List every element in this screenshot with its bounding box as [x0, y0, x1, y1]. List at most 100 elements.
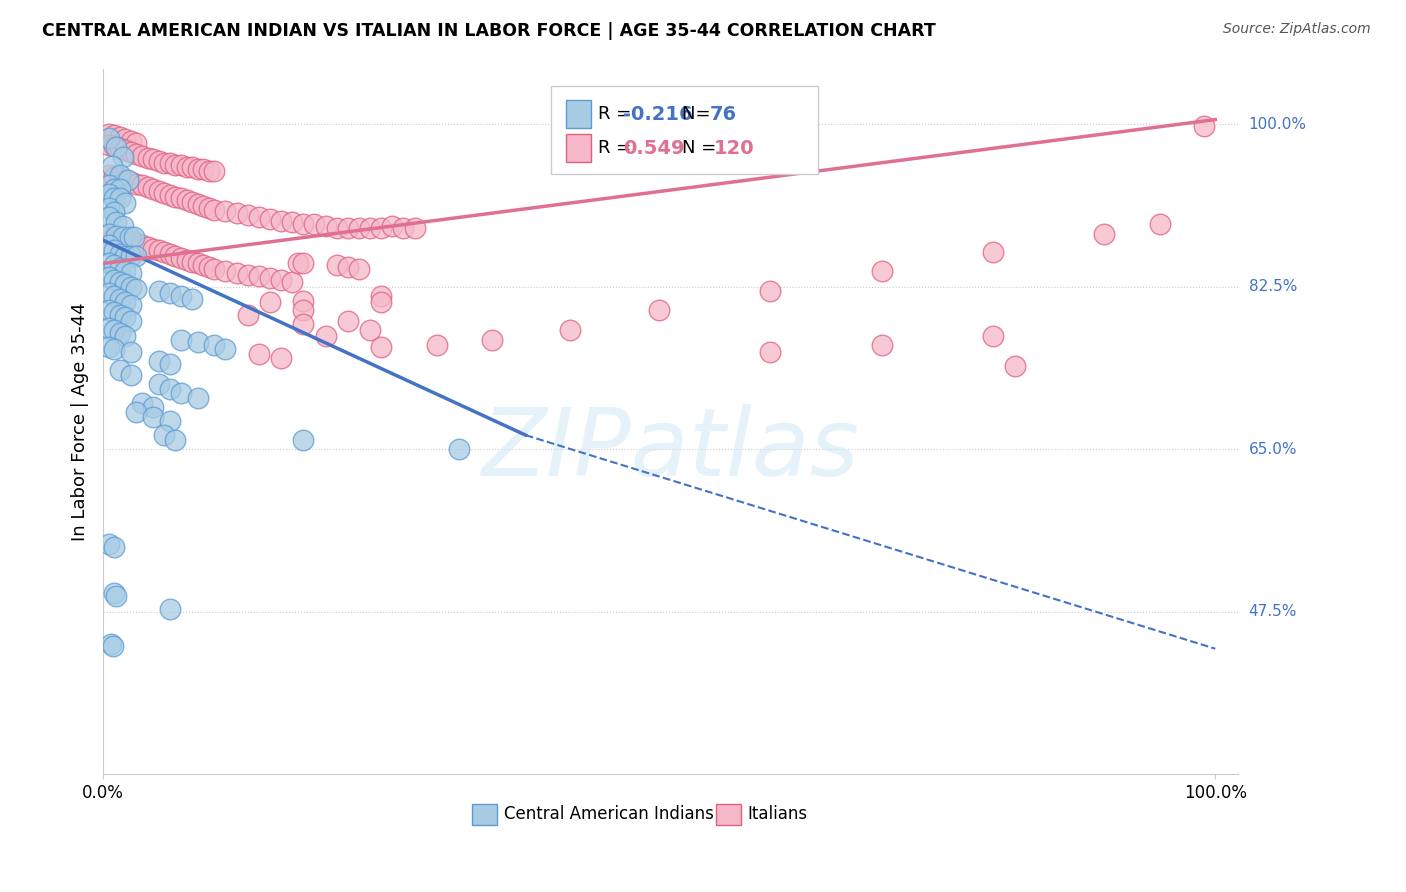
- Point: [103, 205, 125, 219]
- Point: [108, 363, 131, 377]
- Point: [170, 251, 193, 265]
- Point: [108, 326, 131, 340]
- Point: [105, 589, 128, 603]
- Point: [97, 186, 120, 201]
- Point: [336, 221, 359, 235]
- Point: [153, 186, 176, 200]
- Point: [336, 314, 359, 328]
- Point: [97, 210, 120, 224]
- Point: [114, 277, 136, 291]
- Text: CENTRAL AMERICAN INDIAN VS ITALIAN IN LABOR FORCE | AGE 35-44 CORRELATION CHART: CENTRAL AMERICAN INDIAN VS ITALIAN IN LA…: [42, 22, 936, 40]
- Point: [112, 230, 135, 244]
- Text: R =: R =: [598, 139, 637, 157]
- Point: [315, 219, 337, 234]
- Point: [153, 245, 176, 260]
- Point: [170, 333, 193, 347]
- Point: [187, 391, 209, 405]
- Point: [120, 234, 142, 248]
- Point: [247, 269, 270, 284]
- Point: [170, 158, 193, 172]
- Point: [117, 173, 139, 187]
- Point: [114, 232, 136, 246]
- Point: [197, 201, 219, 215]
- Point: [97, 321, 120, 335]
- Point: [236, 308, 259, 322]
- Point: [142, 401, 165, 415]
- Point: [103, 586, 125, 600]
- Text: N=: N=: [682, 105, 716, 123]
- Point: [148, 244, 170, 258]
- Point: [120, 266, 142, 280]
- Text: 82.5%: 82.5%: [1249, 279, 1296, 294]
- Point: [105, 228, 128, 243]
- Point: [336, 260, 359, 275]
- Point: [176, 160, 198, 174]
- Point: [108, 171, 131, 186]
- Point: [181, 254, 204, 268]
- Text: Italians: Italians: [748, 805, 807, 823]
- Point: [108, 308, 131, 322]
- Point: [347, 221, 370, 235]
- Point: [281, 275, 304, 289]
- Point: [108, 261, 131, 276]
- Text: Source: ZipAtlas.com: Source: ZipAtlas.com: [1223, 22, 1371, 37]
- Text: 120: 120: [713, 139, 754, 158]
- Point: [165, 433, 187, 447]
- Point: [981, 245, 1004, 260]
- Point: [870, 264, 893, 278]
- Point: [103, 139, 125, 153]
- Point: [292, 302, 315, 317]
- Point: [97, 227, 120, 241]
- Text: 47.5%: 47.5%: [1249, 604, 1296, 619]
- Point: [148, 377, 170, 392]
- Point: [292, 256, 315, 270]
- Point: [759, 285, 782, 299]
- Point: [236, 268, 259, 282]
- Point: [97, 131, 120, 145]
- Text: N =: N =: [682, 139, 721, 157]
- Text: R =: R =: [598, 105, 637, 123]
- Point: [187, 256, 209, 270]
- Point: [131, 238, 153, 252]
- Point: [136, 240, 159, 254]
- Point: [97, 178, 120, 192]
- Point: [103, 128, 125, 143]
- Point: [325, 258, 347, 272]
- Point: [118, 230, 141, 244]
- Point: [114, 310, 136, 325]
- Point: [259, 271, 281, 285]
- Point: [193, 199, 215, 213]
- Point: [125, 283, 148, 297]
- Point: [97, 256, 120, 270]
- Point: [447, 442, 470, 457]
- Point: [214, 264, 236, 278]
- Point: [648, 302, 671, 317]
- Point: [108, 275, 131, 289]
- Point: [759, 344, 782, 359]
- Point: [142, 182, 165, 196]
- Point: [1192, 119, 1215, 133]
- Point: [97, 168, 120, 182]
- Point: [108, 292, 131, 306]
- Point: [202, 338, 225, 352]
- Point: [202, 163, 225, 178]
- Point: [105, 140, 128, 154]
- Point: [181, 195, 204, 210]
- Point: [370, 340, 392, 354]
- Point: [114, 196, 136, 211]
- Point: [1092, 227, 1115, 241]
- Point: [259, 211, 281, 226]
- Text: 76: 76: [710, 105, 737, 124]
- Point: [197, 163, 219, 178]
- Point: [103, 243, 125, 257]
- Point: [202, 202, 225, 217]
- Point: [325, 221, 347, 235]
- Point: [125, 177, 148, 191]
- Point: [187, 197, 209, 211]
- Point: [103, 342, 125, 356]
- Point: [125, 235, 148, 250]
- Point: [103, 192, 125, 206]
- Point: [225, 206, 247, 220]
- FancyBboxPatch shape: [551, 87, 818, 174]
- Point: [97, 286, 120, 301]
